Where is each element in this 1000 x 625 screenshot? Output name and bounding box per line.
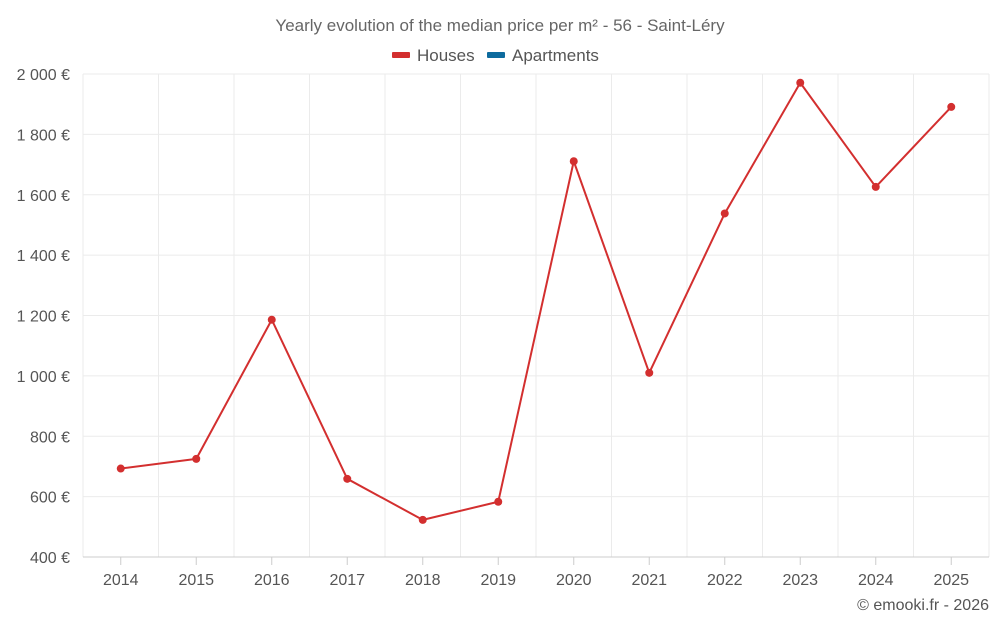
data-point-houses-2019[interactable] <box>494 497 503 506</box>
y-tick-label: 1 200 € <box>17 309 70 326</box>
series-line-houses <box>120 81 952 521</box>
x-tick-label: 2017 <box>329 572 365 589</box>
x-axis: 2014 2015 2016 2017 2018 2019 2020 2021 2022 2023… <box>83 556 989 589</box>
data-point-houses-2014[interactable] <box>116 464 125 473</box>
data-point-houses-2025[interactable] <box>947 102 956 111</box>
data-point-houses-2024[interactable] <box>871 182 880 191</box>
credit-label: © emooki.fr - 2026 <box>857 597 989 614</box>
y-tick-label: 1 600 € <box>17 188 70 205</box>
data-point-houses-2018[interactable] <box>418 515 427 524</box>
grid <box>82 73 990 557</box>
y-tick-label: 600 € <box>30 490 70 507</box>
y-tick-label: 1 000 € <box>17 369 70 386</box>
legend: Houses Apartments <box>392 46 599 65</box>
data-point-houses-2017[interactable] <box>343 474 352 483</box>
legend-swatch-houses <box>392 52 410 58</box>
x-tick-label: 2015 <box>178 572 214 589</box>
x-tick-label: 2025 <box>933 572 969 589</box>
x-tick-label: 2020 <box>556 572 592 589</box>
data-point-houses-2015[interactable] <box>192 454 201 463</box>
y-tick-label: 800 € <box>30 429 70 446</box>
legend-label-houses[interactable]: Houses <box>417 46 475 65</box>
legend-label-apartments[interactable]: Apartments <box>512 46 599 65</box>
data-point-houses-2023[interactable] <box>796 78 805 87</box>
x-tick-label: 2018 <box>405 572 441 589</box>
y-tick-label: 1 800 € <box>17 127 70 144</box>
x-tick-label: 2019 <box>480 572 516 589</box>
chart-title: Yearly evolution of the median price per… <box>275 16 725 35</box>
data-point-houses-2020[interactable] <box>569 157 578 166</box>
x-tick-label: 2024 <box>858 572 894 589</box>
x-tick-label: 2023 <box>782 572 818 589</box>
x-tick-label: 2016 <box>254 572 290 589</box>
y-tick-label: 2 000 € <box>17 67 70 84</box>
data-point-houses-2021[interactable] <box>645 368 654 377</box>
data-point-houses-2016[interactable] <box>267 315 276 324</box>
y-tick-label: 1 400 € <box>17 248 70 265</box>
y-axis: 400 € 600 € 800 € 1 000 € 1 200 € 1 400 € 1 60… <box>17 67 70 567</box>
data-point-houses-2022[interactable] <box>720 209 729 218</box>
x-tick-label: 2021 <box>631 572 667 589</box>
y-tick-label: 400 € <box>30 550 70 567</box>
x-tick-label: 2022 <box>707 572 743 589</box>
x-tick-label: 2014 <box>103 572 139 589</box>
series-layer <box>116 78 956 524</box>
legend-swatch-apartments <box>487 52 505 58</box>
